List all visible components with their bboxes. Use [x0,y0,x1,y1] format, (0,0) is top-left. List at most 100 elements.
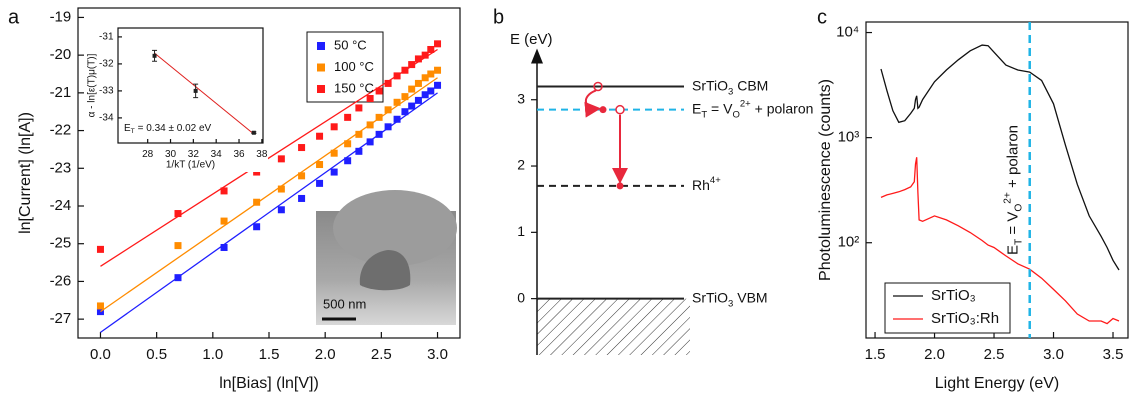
valence-band [537,298,690,355]
data-point [414,55,422,63]
data-point [298,144,306,152]
data-point [220,243,228,251]
data-point [251,130,256,135]
y-tick-label: -27 [50,310,72,327]
data-point [316,132,324,140]
trap-state [615,104,625,115]
x-axis-label: Light Energy (eV) [935,375,1060,392]
y-tick-label: -25 [50,235,72,252]
y-tick-label: -23 [50,159,72,176]
electron-hole [593,81,603,92]
y-tick-label: 10² [838,234,860,251]
x-tick-label: 2.5 [984,346,1005,363]
data-point [366,138,374,146]
panel-label: c [817,6,827,28]
data-point [174,242,182,250]
label-part: E [1005,245,1022,255]
legend-label: 150 °C [334,80,374,95]
data-point [421,74,429,82]
data-point [434,81,442,89]
data-point [393,72,401,80]
data-point [375,113,383,121]
data-point [330,123,338,131]
x-tick-label: 30 [165,149,177,160]
legend-swatch [317,42,325,50]
legend-label: SrTiO₃:Rh [931,310,999,327]
data-point [253,198,261,206]
data-point [414,79,422,87]
label-part: 2+ [1003,192,1014,204]
sem-sphere [333,190,457,266]
y-tick-label: -34 [99,113,114,124]
data-point [355,147,363,155]
data-point [384,123,392,131]
data-point [298,172,306,180]
x-tick-label: 1.0 [202,346,223,363]
data-point [220,187,228,195]
x-tick-label: 2.0 [924,346,945,363]
label-part: T [1014,239,1025,245]
y-tick-label: -32 [99,59,114,70]
y-tick-label: 1 [517,223,525,239]
y-axis-label: Photoluminescence (counts) [817,79,834,281]
y-tick-label: -20 [50,46,72,63]
data-point [253,223,261,231]
label-part: 3 [728,86,733,97]
sem-scale-label: 500 nm [323,296,366,311]
data-point [344,157,352,165]
y-tick-label: 10³ [838,129,860,146]
label-part: O [1014,204,1025,212]
label: ET = VO2+ + polaron [1003,125,1025,255]
data-point [408,102,416,110]
data-point [152,53,157,58]
data-point [298,194,306,202]
data-point [96,302,104,310]
data-point [253,168,261,176]
data-point [344,113,352,121]
data-point [384,106,392,114]
legend-swatch [317,63,325,72]
data-point [375,130,383,138]
data-point [316,161,324,169]
data-point [277,185,285,193]
data-point [421,91,429,99]
label-part: VBM [733,289,767,305]
sem-particle [359,250,411,291]
data-point [427,45,435,53]
legend-box [884,282,1011,334]
data-point [193,88,198,93]
panel-label: a [8,6,20,28]
data-point [393,115,401,123]
data-point [408,85,416,93]
x-tick-label: 3.0 [427,346,448,363]
panel-label: b [493,6,504,28]
label-part: SrTiO [692,289,728,305]
data-point [427,87,435,95]
label: ET = 0.34 ± 0.02 eV [124,123,212,136]
y-axis-label: α - ln[ε(T)μ(T)] [87,53,98,117]
y-tick-label: 2 [517,157,525,173]
label-part: = V [1005,212,1022,239]
x-axis-label: 1/kT (1/eV) [166,160,215,171]
data-point [366,121,374,129]
label-part: E [692,100,701,116]
data-point [344,140,352,148]
data-point [414,96,422,104]
label-part: CBM [733,77,768,93]
y-tick-label: -21 [50,84,72,101]
x-tick-label: 34 [211,149,223,160]
data-point [220,217,228,225]
label-part: T [701,110,707,121]
label-part: E [124,123,131,134]
data-point [434,40,442,48]
plot-frame [117,27,264,144]
data-point [330,168,338,176]
transition-arrow [584,89,601,118]
data-point [393,98,401,106]
data-point [401,108,409,116]
y-tick-label: -31 [99,32,114,43]
inset-bg [84,22,268,172]
y-axis-label: ln[Current] (ln[A]) [17,112,34,234]
label-part: 4+ [710,175,721,186]
